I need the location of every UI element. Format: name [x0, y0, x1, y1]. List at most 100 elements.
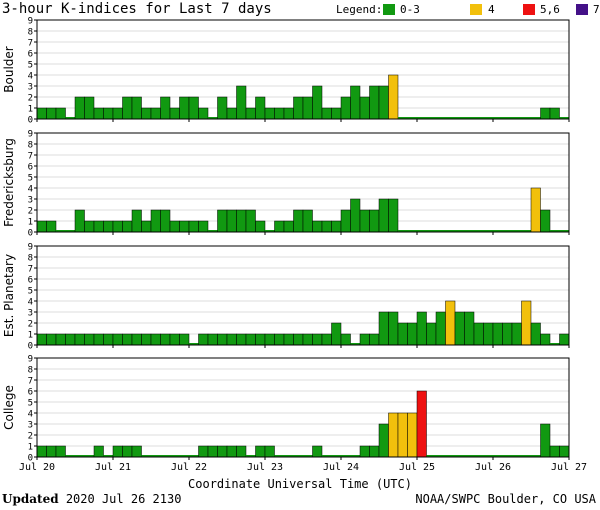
boulder-bar: [93, 107, 104, 120]
boulder-y-tick-label: 8: [28, 28, 33, 38]
boulder-bar: [179, 96, 190, 120]
est-planetary-bar: [169, 333, 180, 346]
boulder-bar: [274, 107, 285, 120]
x-tick-label: Jul 20: [19, 462, 55, 473]
est-planetary-y-tick-label: 9: [28, 243, 33, 253]
est-planetary-y-tick-label: 8: [28, 254, 33, 264]
boulder-bar: [245, 107, 256, 120]
boulder-bar: [84, 96, 95, 120]
boulder-bar: [293, 96, 304, 120]
fredericksburg-y-tick-label: 5: [28, 174, 33, 184]
est-planetary-bar: [369, 333, 380, 346]
est-planetary-bar: [55, 333, 66, 346]
est-planetary-y-tick-label: 7: [28, 265, 33, 275]
boulder-y-tick-label: 9: [28, 17, 33, 27]
boulder-bar: [122, 96, 133, 120]
x-tick-label: Jul 22: [171, 462, 207, 473]
fredericksburg-bar: [340, 209, 351, 233]
est-planetary-bar: [426, 322, 437, 346]
est-planetary-y-tick-label: 0: [28, 342, 33, 352]
est-planetary-bar: [207, 333, 218, 346]
chart-title: 3-hour K-indices for Last 7 days: [2, 1, 272, 17]
est-planetary-bar: [445, 300, 456, 346]
est-planetary-bar: [473, 322, 484, 346]
est-planetary-bar: [46, 333, 57, 346]
est-planetary-bar: [93, 333, 104, 346]
boulder-bar: [36, 107, 47, 120]
college-bar: [226, 445, 237, 458]
est-planetary-bar: [530, 322, 541, 346]
est-planetary-bar: [141, 333, 152, 346]
college-bar: [312, 445, 323, 458]
fredericksburg-bar: [131, 209, 142, 233]
boulder-bar: [302, 96, 313, 120]
fredericksburg-y-tick-label: 0: [28, 229, 33, 239]
college-bar: [559, 445, 570, 458]
est-planetary-bar: [293, 333, 304, 346]
college-bar: [46, 445, 57, 458]
boulder-bar: [388, 74, 399, 120]
college-bar: [549, 445, 560, 458]
est-planetary-bar: [407, 322, 418, 346]
college-bar: [112, 445, 123, 458]
fredericksburg-bar: [226, 209, 237, 233]
fredericksburg-bar: [359, 209, 370, 233]
boulder-y-tick-label: 7: [28, 39, 33, 49]
college-bar: [131, 445, 142, 458]
boulder-bar: [141, 107, 152, 120]
college-bar: [416, 390, 427, 458]
fredericksburg-y-tick-label: 1: [28, 218, 33, 228]
fredericksburg-bar: [369, 209, 380, 233]
boulder-bar: [549, 107, 560, 120]
fredericksburg-bar: [321, 220, 332, 233]
k-index-chart: 0123456789Boulder0123456789Fredericksbur…: [2, 17, 587, 474]
boulder-y-tick-label: 4: [28, 72, 33, 82]
college-y-tick-label: 0: [28, 454, 33, 464]
x-tick-label: Jul 27: [551, 462, 587, 473]
boulder-y-tick-label: 1: [28, 105, 33, 115]
fredericksburg-bar: [274, 220, 285, 233]
boulder-bar: [331, 107, 342, 120]
est-planetary-bar: [198, 333, 209, 346]
college-y-tick-label: 4: [28, 410, 33, 420]
fredericksburg-bar: [198, 220, 209, 233]
college-y-tick-label: 1: [28, 443, 33, 453]
est-planetary-bar: [274, 333, 285, 346]
fredericksburg-bar: [93, 220, 104, 233]
boulder-bar: [264, 107, 275, 120]
fredericksburg-bar: [160, 209, 171, 233]
fredericksburg-bar: [141, 220, 152, 233]
est-planetary-bar: [540, 333, 551, 346]
college-bar: [378, 423, 389, 458]
college-bar: [359, 445, 370, 458]
college-bar: [264, 445, 275, 458]
est-planetary-y-tick-label: 1: [28, 331, 33, 341]
college-y-tick-label: 3: [28, 421, 33, 431]
fredericksburg-y-tick-label: 9: [28, 130, 33, 140]
est-planetary-bar: [217, 333, 228, 346]
boulder-bar: [321, 107, 332, 120]
fredericksburg-bar: [112, 220, 123, 233]
college-bar: [407, 412, 418, 458]
fredericksburg-bar: [188, 220, 199, 233]
fredericksburg-bar: [312, 220, 323, 233]
college-panel-frame: [36, 357, 570, 458]
boulder-bar: [369, 85, 380, 120]
boulder-bar: [359, 96, 370, 120]
college-bar: [198, 445, 209, 458]
boulder-y-tick-label: 2: [28, 94, 33, 104]
est-planetary-panel-frame: [36, 245, 570, 346]
boulder-bar: [255, 96, 266, 120]
fredericksburg-bar: [245, 209, 256, 233]
fredericksburg-bar: [46, 220, 57, 233]
est-planetary-bar: [559, 333, 570, 346]
est-planetary-bar: [283, 333, 294, 346]
fredericksburg-y-tick-label: 6: [28, 163, 33, 173]
est-planetary-bar: [502, 322, 513, 346]
boulder-bar: [540, 107, 551, 120]
boulder-bar: [46, 107, 57, 120]
boulder-bar: [150, 107, 161, 120]
fredericksburg-bar: [293, 209, 304, 233]
legend-swatch-0-3: [383, 4, 395, 15]
fredericksburg-bar: [236, 209, 247, 233]
